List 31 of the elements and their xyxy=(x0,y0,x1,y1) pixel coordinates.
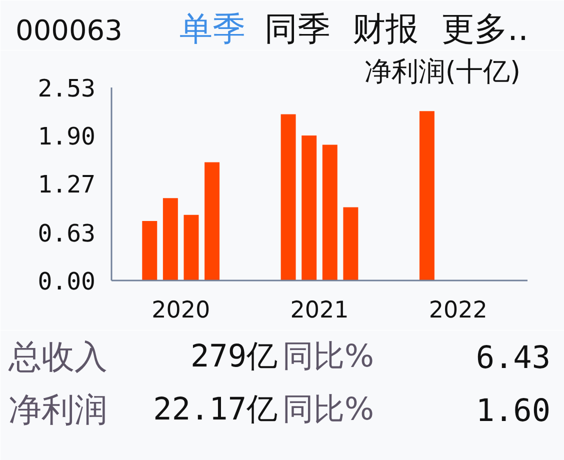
bar xyxy=(184,214,199,280)
text: 同比% xyxy=(282,392,374,428)
bar xyxy=(419,111,434,280)
text: 同比% xyxy=(282,338,374,374)
bar xyxy=(322,144,338,280)
bar xyxy=(343,207,358,280)
text: 更多.. xyxy=(442,9,528,48)
x-tick-label: 2022 xyxy=(428,298,488,324)
text: 单季 xyxy=(180,9,246,48)
text: 财报 xyxy=(352,9,418,48)
text: 279亿 xyxy=(190,338,278,374)
text: 1.60 xyxy=(476,393,550,429)
bar xyxy=(204,162,220,280)
bar xyxy=(302,136,317,280)
bar xyxy=(142,221,158,280)
y-tick-label: 2.53 xyxy=(38,74,96,102)
text: 22.17亿 xyxy=(153,392,278,428)
y-tick-label: 1.27 xyxy=(38,170,96,199)
chart-title: 000063 xyxy=(16,14,122,47)
y-axis-title: 净利润(十亿) xyxy=(364,56,521,88)
bar xyxy=(280,114,296,280)
y-tick-label: 1.90 xyxy=(38,122,96,151)
x-tick-label: 2021 xyxy=(290,298,349,324)
bar xyxy=(162,198,178,280)
text: 同季 xyxy=(264,9,330,48)
text: 总收入 xyxy=(8,337,108,376)
text: 净利润 xyxy=(8,390,108,429)
y-tick-label: 0.00 xyxy=(38,268,96,296)
y-tick-label: 0.63 xyxy=(38,219,96,248)
text: 6.43 xyxy=(476,340,550,376)
x-tick-label: 2020 xyxy=(152,298,210,324)
